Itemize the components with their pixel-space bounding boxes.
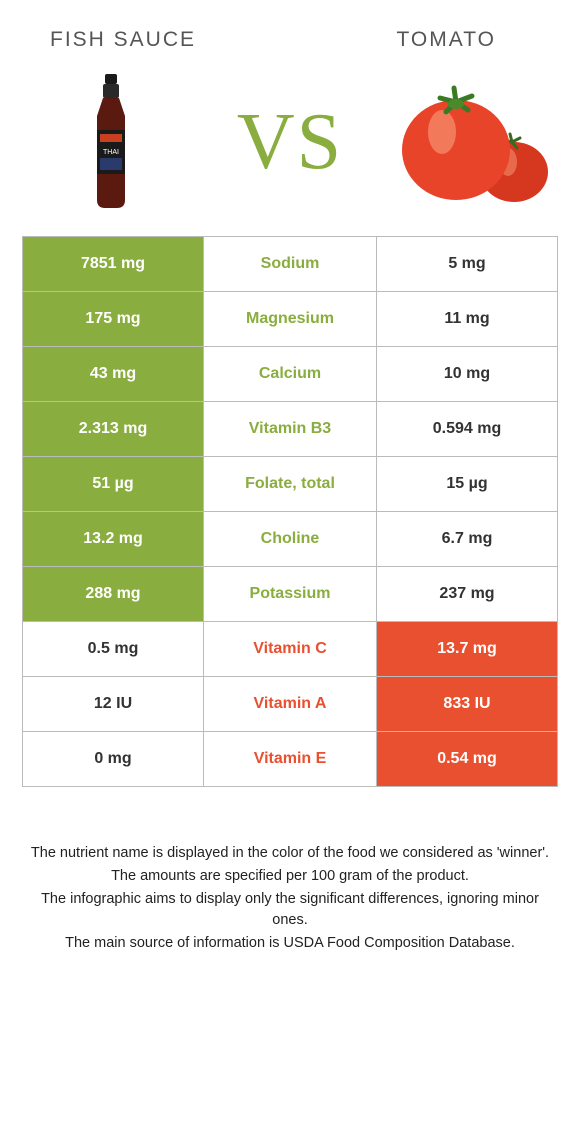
table-row: 2.313 mgVitamin B30.594 mg [23,402,557,457]
nutrient-label-cell: Vitamin E [203,732,377,786]
nutrient-label-cell: Vitamin B3 [203,402,377,456]
left-value-cell: 0 mg [23,732,203,786]
right-value-cell: 0.594 mg [377,402,557,456]
left-value-cell: 51 µg [23,457,203,511]
table-row: 7851 mgSodium5 mg [23,237,557,292]
images-row: THAI VS [0,62,580,236]
table-row: 51 µgFolate, total15 µg [23,457,557,512]
right-value-cell: 6.7 mg [377,512,557,566]
header: Fish sauce Tomato [0,0,580,62]
right-value-cell: 13.7 mg [377,622,557,676]
right-value-cell: 0.54 mg [377,732,557,786]
right-value-cell: 15 µg [377,457,557,511]
left-value-cell: 288 mg [23,567,203,621]
nutrient-label-cell: Calcium [203,347,377,401]
footnote-line: The nutrient name is displayed in the co… [30,843,550,864]
footnote-line: The infographic aims to display only the… [30,889,550,931]
left-value-cell: 7851 mg [23,237,203,291]
vs-label: VS [237,97,343,188]
left-value-cell: 43 mg [23,347,203,401]
left-value-cell: 13.2 mg [23,512,203,566]
right-value-cell: 237 mg [377,567,557,621]
tomato-icon [384,72,554,212]
fish-sauce-bottle-icon: THAI [26,72,196,212]
right-food-title: Tomato [396,28,496,52]
table-row: 0.5 mgVitamin C13.7 mg [23,622,557,677]
right-value-cell: 5 mg [377,237,557,291]
comparison-table: 7851 mgSodium5 mg175 mgMagnesium11 mg43 … [22,236,558,787]
right-value-cell: 11 mg [377,292,557,346]
left-value-cell: 12 IU [23,677,203,731]
footnote-line: The amounts are specified per 100 gram o… [30,866,550,887]
left-value-cell: 2.313 mg [23,402,203,456]
svg-text:THAI: THAI [103,149,119,156]
nutrient-label-cell: Magnesium [203,292,377,346]
table-row: 43 mgCalcium10 mg [23,347,557,402]
left-value-cell: 175 mg [23,292,203,346]
footnotes: The nutrient name is displayed in the co… [0,843,580,954]
table-row: 13.2 mgCholine6.7 mg [23,512,557,567]
right-value-cell: 833 IU [377,677,557,731]
left-food-title: Fish sauce [50,28,196,52]
right-value-cell: 10 mg [377,347,557,401]
table-row: 175 mgMagnesium11 mg [23,292,557,347]
nutrient-label-cell: Folate, total [203,457,377,511]
nutrient-label-cell: Sodium [203,237,377,291]
nutrient-label-cell: Potassium [203,567,377,621]
nutrient-label-cell: Vitamin A [203,677,377,731]
table-row: 0 mgVitamin E0.54 mg [23,732,557,787]
nutrient-label-cell: Vitamin C [203,622,377,676]
footnote-line: The main source of information is USDA F… [30,933,550,954]
table-row: 288 mgPotassium237 mg [23,567,557,622]
table-row: 12 IUVitamin A833 IU [23,677,557,732]
left-value-cell: 0.5 mg [23,622,203,676]
nutrient-label-cell: Choline [203,512,377,566]
